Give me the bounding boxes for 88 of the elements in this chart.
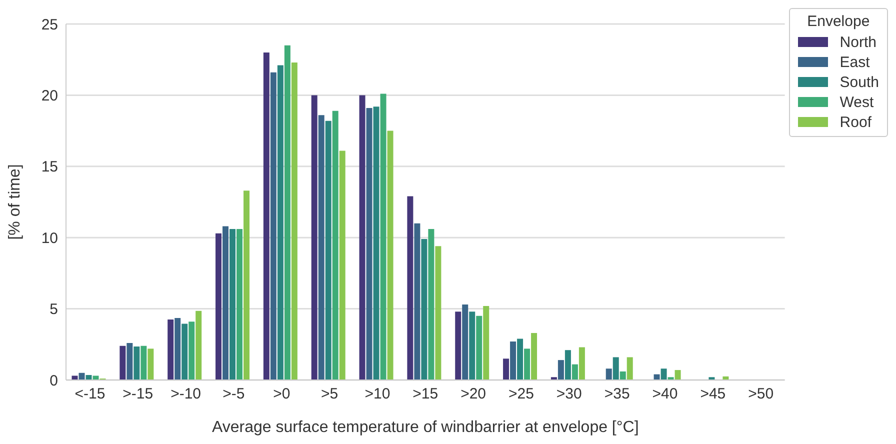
bar [126, 342, 133, 380]
bar [222, 226, 229, 380]
x-tick-label: >25 [508, 386, 534, 403]
x-tick-label: >20 [460, 386, 486, 403]
bar [263, 52, 270, 380]
bar [510, 342, 516, 380]
y-tick-label: 15 [41, 158, 58, 176]
bar [339, 150, 346, 380]
x-axis-title: Average surface temperature of windbarrier at envelope [°C] [212, 419, 639, 436]
y-tick-label: 0 [50, 372, 58, 390]
bar [578, 347, 585, 380]
bar [359, 95, 366, 380]
bar [72, 376, 78, 380]
bar [291, 62, 298, 380]
bar [140, 346, 147, 380]
bar [572, 364, 578, 380]
bar [558, 360, 564, 380]
x-tick-label: <-15 [74, 386, 106, 403]
bar [462, 304, 468, 380]
bar [503, 358, 510, 380]
bar [332, 110, 338, 380]
x-tick-label: >0 [273, 386, 290, 403]
bar [620, 371, 626, 380]
bar [244, 190, 250, 380]
x-tick-label: >10 [364, 386, 390, 403]
bar [414, 223, 420, 380]
bar [428, 229, 434, 380]
bar [236, 229, 243, 380]
bar [606, 368, 612, 380]
x-tick-label: >35 [604, 386, 630, 403]
bar [612, 357, 619, 380]
y-tick-label: 10 [41, 230, 58, 247]
bar [168, 319, 174, 380]
bar [318, 115, 324, 380]
bar [230, 229, 236, 380]
legend-label: East [840, 54, 870, 70]
bar [311, 95, 318, 380]
bar [469, 312, 476, 380]
bar [421, 239, 428, 380]
legend-label: North [840, 34, 876, 50]
x-tick-label: >45 [700, 386, 726, 403]
x-tick-label: >30 [556, 386, 582, 403]
bar [564, 350, 571, 380]
bar [373, 106, 380, 380]
bar [380, 94, 386, 380]
x-tick-label: >5 [321, 386, 338, 403]
y-tick-label: 5 [50, 301, 58, 318]
bar [660, 368, 667, 380]
bar [455, 312, 462, 380]
bar [270, 72, 276, 380]
bar [517, 338, 524, 380]
bar [216, 233, 222, 380]
bar [277, 65, 284, 380]
bar [148, 348, 154, 380]
bar [196, 310, 202, 380]
x-tick-label: >-15 [122, 386, 154, 403]
bar [182, 324, 188, 380]
legend-label: South [840, 74, 879, 90]
bar [188, 322, 195, 380]
bar [92, 376, 99, 380]
bar [476, 316, 482, 380]
x-tick-label: >15 [412, 386, 438, 403]
x-tick-label: >-5 [222, 386, 245, 403]
legend-label: Roof [840, 114, 872, 130]
x-tick-label: >-10 [170, 386, 202, 403]
y-tick-label: 25 [41, 16, 58, 34]
bar [366, 108, 372, 380]
bar [325, 120, 332, 380]
legend-title: Envelope [806, 13, 871, 30]
bar [674, 370, 681, 380]
bar [626, 357, 633, 380]
bar [483, 306, 490, 380]
bar [284, 45, 290, 380]
bar [78, 372, 85, 380]
bar [86, 375, 92, 380]
y-tick-label: 20 [41, 88, 58, 105]
x-tick-label: >50 [748, 386, 774, 403]
bar [435, 246, 442, 380]
y-axis-title: [% of time] [6, 164, 24, 240]
bar [407, 196, 414, 380]
bar [134, 346, 140, 380]
x-tick-label: >40 [652, 386, 678, 403]
bar [531, 333, 538, 380]
bar [524, 348, 530, 380]
bar [174, 318, 181, 380]
legend-label: West [840, 94, 874, 110]
bar [120, 346, 126, 380]
bar [387, 130, 394, 380]
